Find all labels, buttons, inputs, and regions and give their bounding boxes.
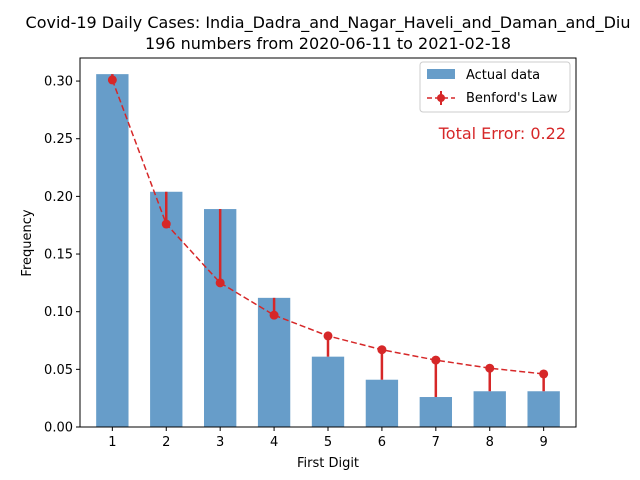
x-tick-label: 6 xyxy=(378,435,386,450)
x-tick-label: 2 xyxy=(162,435,170,450)
y-axis-label: Frequency xyxy=(20,209,35,276)
bar-digit-9 xyxy=(527,391,560,427)
benford-point-digit-3 xyxy=(215,278,225,288)
legend-label-benford: Benford's Law xyxy=(466,91,558,106)
bar-digit-5 xyxy=(311,356,345,427)
bar-digit-8 xyxy=(473,391,506,427)
x-tick-label: 1 xyxy=(108,435,116,450)
chart-subtitle: 196 numbers from 2020-06-11 to 2021-02-1… xyxy=(145,34,511,53)
total-error-annotation: Total Error: 0.22 xyxy=(438,124,566,143)
benford-point-digit-5 xyxy=(323,331,333,341)
y-tick-label: 0.25 xyxy=(44,132,73,147)
y-tick-label: 0.05 xyxy=(44,363,73,378)
y-tick-label: 0.20 xyxy=(44,190,73,205)
benford-point-digit-8 xyxy=(485,363,495,373)
x-tick-label: 7 xyxy=(432,435,440,450)
bar-digit-1 xyxy=(96,74,129,428)
bar-digit-2 xyxy=(150,191,183,427)
benford-point-digit-7 xyxy=(431,355,441,365)
x-axis-label: First Digit xyxy=(297,456,359,471)
benford-point-digit-2 xyxy=(161,219,171,229)
legend-marker-benford xyxy=(437,94,445,102)
benford-point-digit-6 xyxy=(377,345,387,355)
x-tick-label: 9 xyxy=(540,435,548,450)
legend-frame xyxy=(419,61,571,113)
y-tick-label: 0.15 xyxy=(44,248,73,263)
benford-point-digit-9 xyxy=(539,369,549,379)
benford-point-digit-4 xyxy=(269,310,279,320)
legend: Actual data Benford's Law xyxy=(419,61,571,113)
chart-title: Covid-19 Daily Cases: India_Dadra_and_Na… xyxy=(26,13,631,33)
bar-digit-7 xyxy=(419,397,452,427)
legend-label-actual: Actual data xyxy=(466,68,540,83)
benford-point-digit-1 xyxy=(107,75,117,85)
x-tick-label: 8 xyxy=(486,435,494,450)
x-tick-label: 5 xyxy=(324,435,332,450)
plot-area: 0.00 0.05 0.10 0.15 0.20 0.25 0.30 1 2 3 4 5 6 7 8 9 xyxy=(44,57,577,450)
legend-swatch-actual xyxy=(427,69,455,79)
x-tick-label: 3 xyxy=(216,435,224,450)
y-tick-label: 0.30 xyxy=(44,75,73,90)
y-tick-label: 0.10 xyxy=(44,305,73,320)
bar-digit-6 xyxy=(365,379,399,427)
x-tick-label: 4 xyxy=(270,435,278,450)
y-tick-label: 0.00 xyxy=(44,421,73,436)
